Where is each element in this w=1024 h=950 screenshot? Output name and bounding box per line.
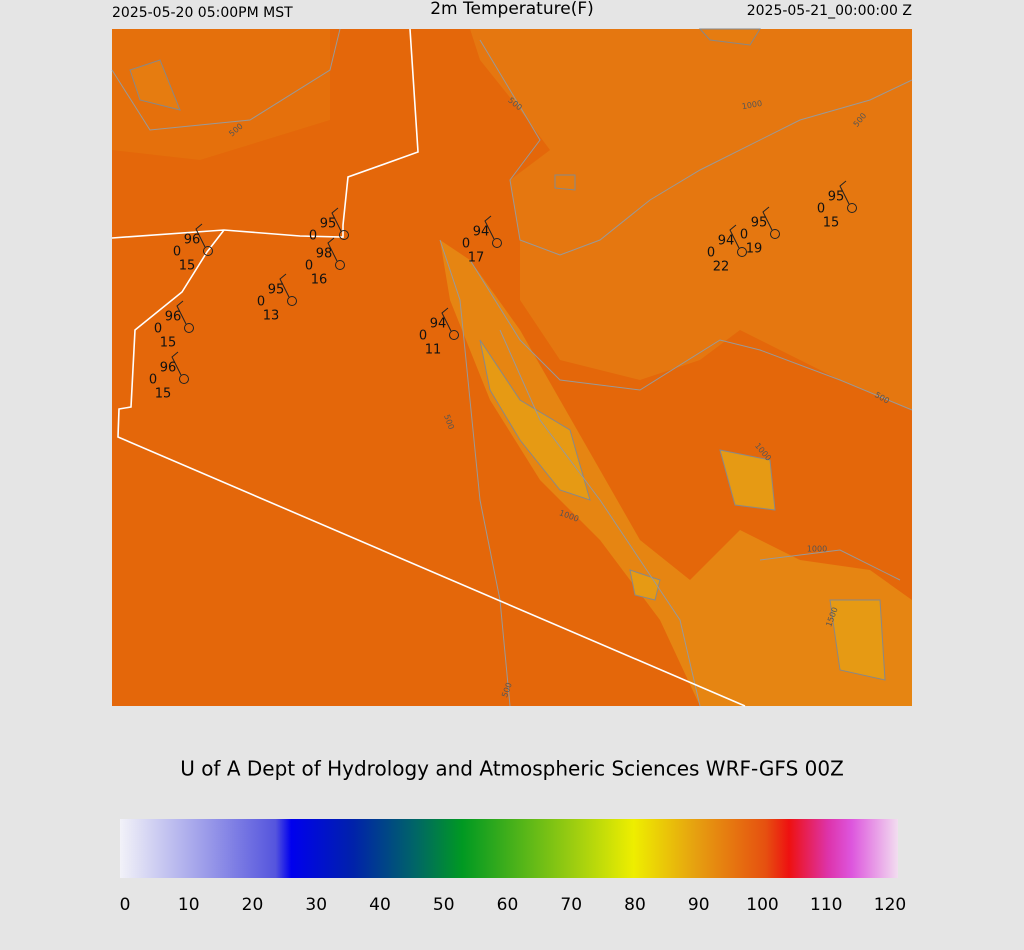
temperature: 94 bbox=[718, 234, 735, 249]
map-title: 2m Temperature(F) bbox=[430, 0, 594, 19]
wind-speed: 17 bbox=[468, 251, 485, 266]
dewpoint: 0 bbox=[305, 259, 313, 274]
temperature: 96 bbox=[160, 361, 177, 376]
station-circle bbox=[335, 260, 345, 270]
dewpoint: 0 bbox=[149, 373, 157, 388]
dewpoint: 0 bbox=[707, 246, 715, 261]
temperature: 95 bbox=[320, 217, 337, 232]
contour-line bbox=[479, 39, 913, 256]
contour-label: 1000 bbox=[741, 99, 763, 111]
station-circle bbox=[184, 323, 194, 333]
dewpoint: 0 bbox=[309, 229, 317, 244]
contour-label: 1000 bbox=[807, 545, 827, 554]
terrain-high bbox=[129, 28, 761, 191]
wind-speed: 15 bbox=[155, 387, 172, 402]
colorbar-tick-label: 50 bbox=[433, 895, 455, 915]
wind-barb bbox=[441, 307, 452, 332]
dewpoint: 0 bbox=[817, 202, 825, 217]
temperature: 96 bbox=[184, 233, 201, 248]
wind-speed: 15 bbox=[160, 336, 177, 351]
dewpoint: 0 bbox=[173, 245, 181, 260]
contour-line bbox=[469, 259, 913, 411]
temperature: 96 bbox=[165, 310, 182, 325]
wind-barb bbox=[176, 300, 187, 325]
wind-barb bbox=[279, 273, 290, 298]
wind-speed: 16 bbox=[311, 273, 328, 288]
wind-barb bbox=[839, 180, 850, 205]
colorbar-tick-label: 40 bbox=[369, 895, 391, 915]
colorbar-tick-label: 10 bbox=[178, 895, 200, 915]
wind-speed: 11 bbox=[425, 343, 442, 358]
valid-time-utc: 2025-05-21_00:00:00 Z bbox=[747, 3, 912, 19]
credit: U of A Dept of Hydrology and Atmospheric… bbox=[180, 757, 844, 781]
station-circle bbox=[449, 330, 459, 340]
terrain-shade bbox=[470, 29, 912, 410]
temperature: 98 bbox=[316, 247, 333, 262]
station-circle bbox=[339, 230, 349, 240]
temperature: 94 bbox=[430, 317, 447, 332]
dewpoint: 0 bbox=[419, 329, 427, 344]
wind-barb bbox=[729, 224, 740, 249]
station-circle bbox=[203, 246, 213, 256]
dewpoint: 0 bbox=[740, 228, 748, 243]
colorbar-tick-label: 70 bbox=[560, 895, 582, 915]
wind-speed: 15 bbox=[179, 259, 196, 274]
station-plots: 9601595098016950139601596015940119401794… bbox=[149, 180, 857, 402]
dewpoint: 0 bbox=[462, 237, 470, 252]
contour-line bbox=[499, 329, 901, 707]
colorbar-tick-label: 90 bbox=[688, 895, 710, 915]
wind-barb bbox=[171, 351, 182, 376]
wind-barb bbox=[195, 223, 206, 248]
wind-speed: 19 bbox=[746, 242, 763, 257]
contour-line bbox=[111, 28, 341, 131]
wind-barb bbox=[762, 206, 773, 231]
colorbar-tick-label: 80 bbox=[624, 895, 646, 915]
station-circle bbox=[770, 229, 780, 239]
colorbar-tick-label: 110 bbox=[810, 895, 842, 915]
contour-line bbox=[439, 239, 511, 707]
dewpoint: 0 bbox=[257, 295, 265, 310]
terrain-shade bbox=[112, 29, 330, 160]
map-area bbox=[111, 28, 913, 707]
terrain-high bbox=[479, 339, 886, 681]
station-circle bbox=[179, 374, 189, 384]
colorbar bbox=[120, 819, 898, 878]
wind-speed: 22 bbox=[713, 260, 730, 275]
wind-barb bbox=[331, 207, 342, 232]
colorbar-tick-label: 20 bbox=[242, 895, 264, 915]
wind-barb bbox=[327, 237, 338, 262]
station-circle bbox=[737, 247, 747, 257]
colorbar-tick-label: 30 bbox=[305, 895, 327, 915]
temperature: 94 bbox=[473, 225, 490, 240]
temperature: 95 bbox=[751, 216, 768, 231]
dewpoint: 0 bbox=[154, 322, 162, 337]
colorbar-tick-label: 0 bbox=[120, 895, 131, 915]
station: 950 bbox=[309, 207, 349, 244]
valid-time-local: 2025-05-20 05:00PM MST bbox=[112, 5, 293, 21]
wind-speed: 15 bbox=[823, 216, 840, 231]
colorbar-tick-label: 100 bbox=[746, 895, 778, 915]
temperature: 95 bbox=[828, 190, 845, 205]
station-circle bbox=[492, 238, 502, 248]
colorbar-tick-label: 60 bbox=[497, 895, 519, 915]
wind-barb bbox=[484, 215, 495, 240]
wind-speed: 13 bbox=[263, 309, 280, 324]
colorbar-tick-label: 120 bbox=[874, 895, 906, 915]
temperature: 95 bbox=[268, 283, 285, 298]
station-circle bbox=[287, 296, 297, 306]
station-circle bbox=[847, 203, 857, 213]
terrain-shade bbox=[440, 240, 912, 706]
